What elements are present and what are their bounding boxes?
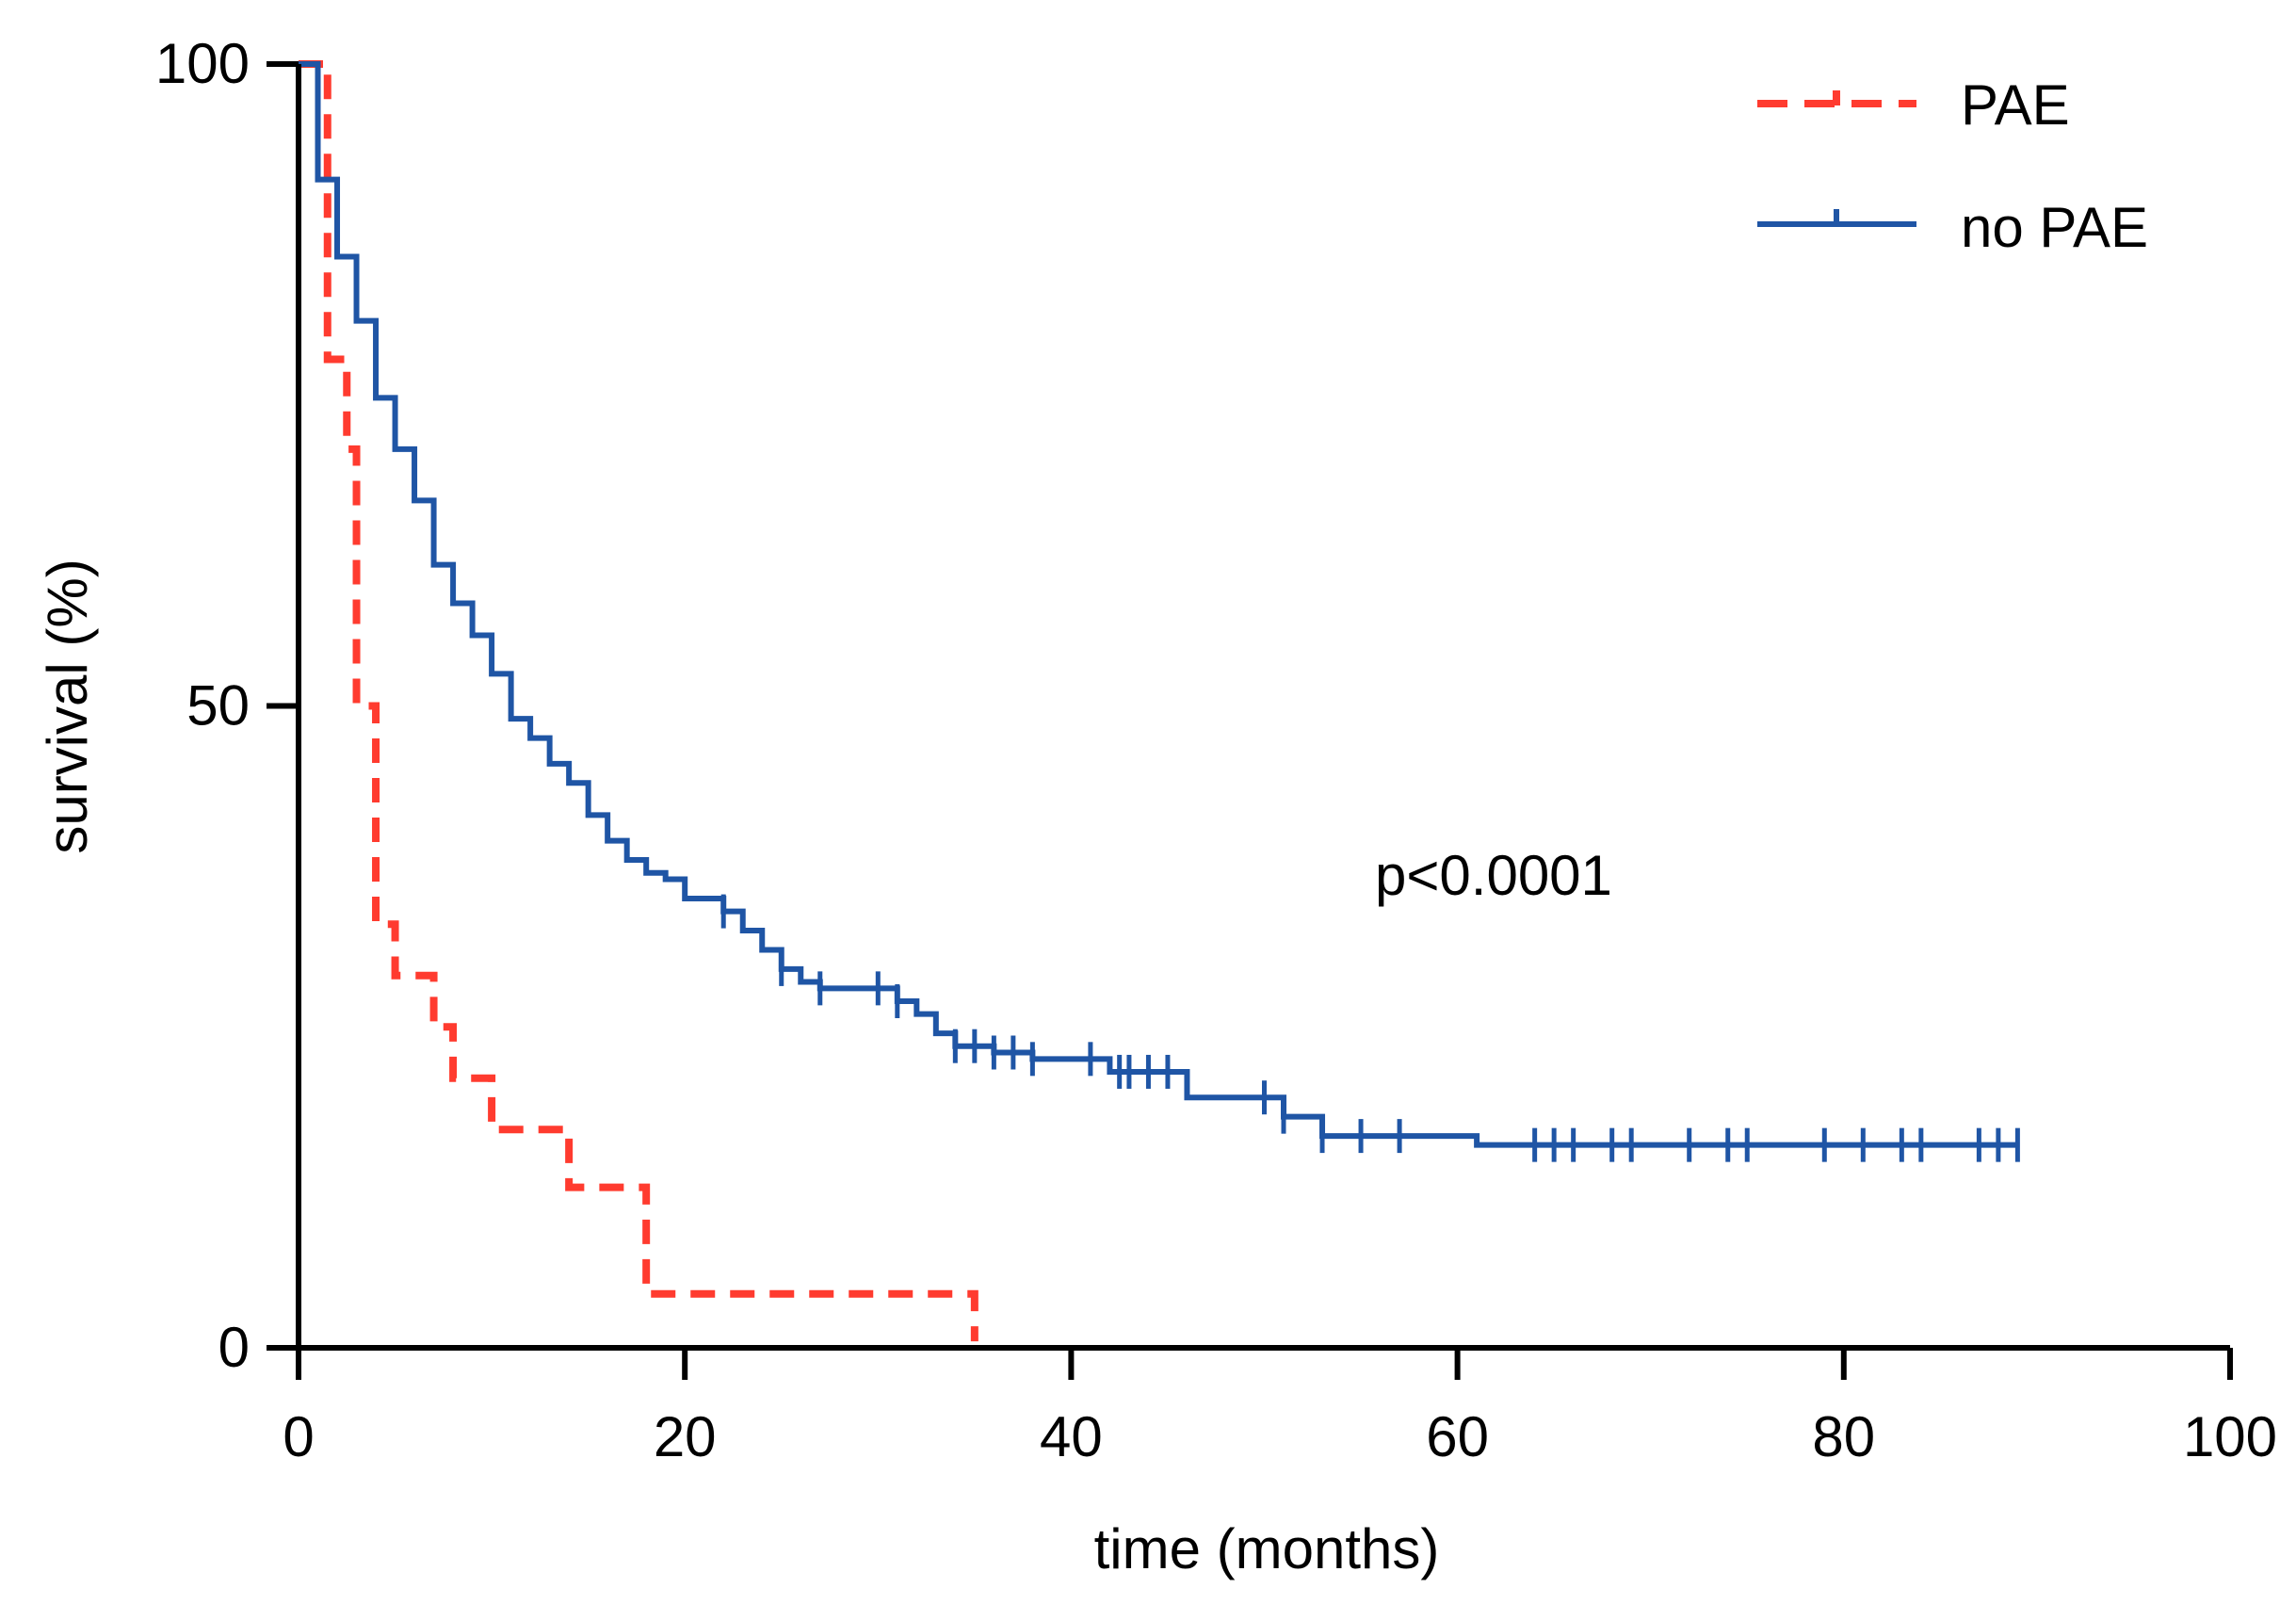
x-tick-label: 40	[1040, 1405, 1103, 1468]
y-tick-label: 50	[186, 674, 250, 737]
x-tick-label: 0	[283, 1405, 314, 1468]
y-tick-label: 0	[218, 1316, 250, 1379]
x-tick-label: 80	[1812, 1405, 1875, 1468]
legend: PAE no PAE	[1757, 73, 2148, 259]
series-line-no-pae	[299, 61, 2018, 1148]
y-tick-label: 100	[155, 32, 250, 95]
ticks: 0 20 40 60 80 100 0 50 100	[155, 32, 2277, 1468]
x-tick-label: 100	[2183, 1405, 2277, 1468]
axes	[296, 64, 2230, 1351]
series-line-pae	[299, 60, 978, 1342]
y-axis-title: survival (%)	[36, 559, 99, 853]
x-tick-label: 60	[1426, 1405, 1489, 1468]
p-value-annotation: p<0.0001	[1375, 844, 1612, 907]
legend-label-pae: PAE	[1961, 73, 2070, 137]
legend-label-no-pae: no PAE	[1961, 196, 2148, 259]
x-axis-title: time (months)	[1094, 1517, 1440, 1580]
series-layer	[299, 60, 2020, 1342]
x-tick-label: 20	[654, 1405, 717, 1468]
